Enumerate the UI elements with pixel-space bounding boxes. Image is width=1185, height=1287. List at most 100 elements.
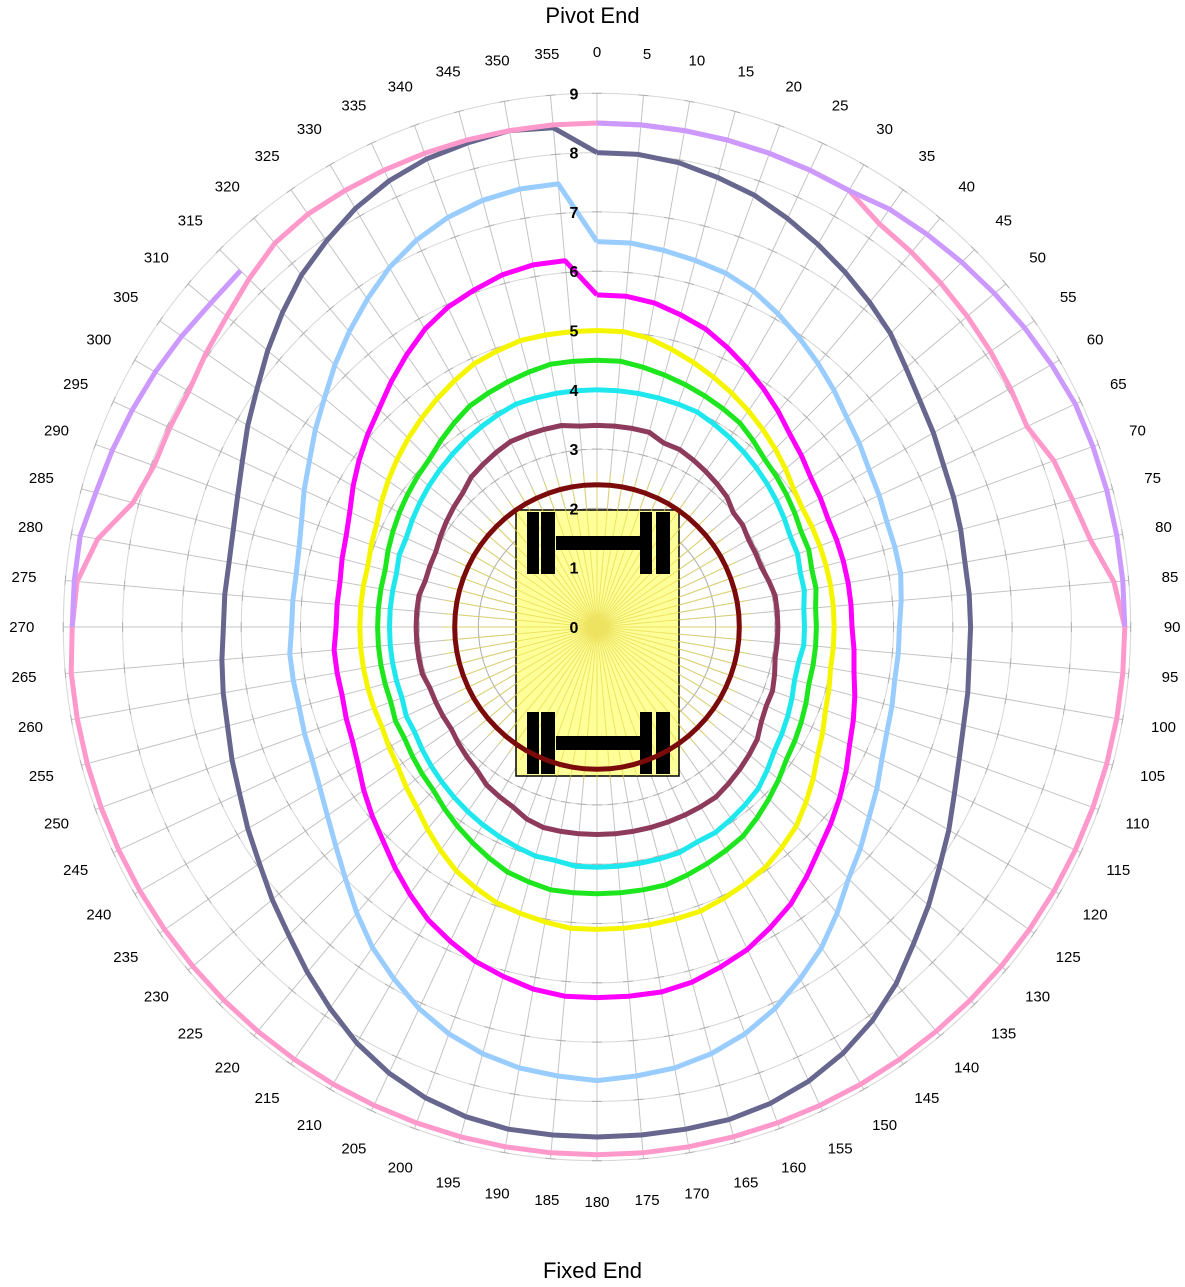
- grid-tick: [242, 591, 243, 601]
- grid-tick: [860, 162, 869, 167]
- grid-tick: [912, 356, 918, 364]
- grid-tick: [250, 215, 258, 221]
- grid-tick: [219, 447, 223, 456]
- grid-tick: [326, 306, 334, 312]
- grid-tick: [355, 284, 363, 290]
- grid-tick: [272, 773, 276, 782]
- angle-tick-label: 135: [991, 1026, 1016, 1043]
- grid-tick: [326, 748, 330, 757]
- grid-tick: [793, 195, 802, 199]
- grid-tick: [768, 249, 777, 253]
- grid-tick: [1079, 397, 1083, 406]
- grid-tick: [623, 981, 633, 982]
- grid-tick: [1005, 860, 1010, 869]
- grid-tick: [400, 487, 406, 495]
- grid-tick: [444, 881, 453, 886]
- angle-tick-label: 355: [534, 46, 559, 63]
- grid-tick: [957, 318, 963, 326]
- angle-tick-label: 270: [9, 619, 34, 636]
- grid-tick: [971, 798, 975, 807]
- grid-tick: [1010, 658, 1011, 668]
- grid-tick: [303, 419, 309, 427]
- angle-tick-label: 205: [341, 1140, 366, 1157]
- grid-tick: [818, 1109, 827, 1113]
- grid-tick: [385, 984, 394, 989]
- grid-tick: [743, 302, 752, 306]
- grid-tick: [132, 356, 137, 365]
- angle-tick-label: 175: [635, 1192, 660, 1209]
- grid-tick: [1025, 823, 1029, 832]
- angle-tick-label: 285: [29, 470, 54, 487]
- grid-tick: [851, 771, 856, 780]
- grid-tick: [250, 1033, 258, 1039]
- grid-tick: [355, 964, 363, 970]
- grid-tick: [983, 351, 989, 359]
- angle-tick-label: 145: [914, 1090, 939, 1107]
- grid-tick: [1128, 576, 1129, 586]
- grid-tick: [276, 356, 282, 364]
- grid-tick: [206, 895, 212, 903]
- grid-tick: [864, 748, 868, 757]
- grid-tick: [491, 478, 499, 484]
- grid-tick: [951, 653, 952, 663]
- grid-tick: [504, 470, 513, 475]
- grid-tick: [517, 786, 526, 790]
- angle-tick-label: 210: [297, 1117, 322, 1134]
- radius-tick-label: 9: [570, 86, 579, 103]
- grid-tick: [1031, 929, 1037, 937]
- grid-tick: [389, 916, 397, 922]
- angle-tick-label: 65: [1110, 376, 1127, 393]
- grid-tick: [286, 445, 291, 454]
- angle-tick-label: 110: [1126, 816, 1150, 833]
- grid-tick: [892, 648, 893, 658]
- angle-tick-label: 125: [1056, 949, 1081, 966]
- grid-tick: [415, 316, 424, 321]
- grid-tick: [851, 474, 856, 483]
- grid-tick: [936, 1033, 944, 1039]
- grid-tick: [321, 852, 327, 860]
- angle-tick-label: 25: [832, 98, 849, 115]
- angle-tick-label: 200: [388, 1160, 413, 1177]
- angle-tick-label: 150: [872, 1117, 897, 1134]
- angle-tick-label: 345: [436, 63, 461, 80]
- grid-tick: [551, 154, 561, 155]
- angle-tick-label: 260: [18, 719, 43, 736]
- grid-tick: [351, 793, 357, 801]
- radius-tick-label: 2: [570, 501, 579, 518]
- grid-tick: [423, 381, 431, 387]
- angle-tick-label: 230: [144, 989, 169, 1006]
- grid-tick: [326, 942, 334, 948]
- grid-tick: [561, 981, 571, 982]
- angle-tick-label: 50: [1029, 249, 1046, 266]
- angle-tick-label: 220: [215, 1060, 240, 1077]
- grid-tick: [708, 488, 716, 494]
- grid-tick: [934, 385, 940, 393]
- grid-tick: [1057, 356, 1062, 365]
- grid-tick: [682, 470, 691, 475]
- grid-tick: [551, 1099, 561, 1100]
- grid-tick: [886, 827, 892, 835]
- grid-tick: [184, 860, 189, 869]
- angle-tick-label: 20: [785, 79, 802, 96]
- grid-tick: [983, 895, 989, 903]
- grid-tick: [1079, 848, 1083, 857]
- grid-tick: [392, 195, 401, 199]
- radius-tick-label: 8: [570, 146, 579, 163]
- grid-tick: [457, 430, 465, 436]
- grid-tick: [132, 890, 137, 899]
- angle-tick-label: 305: [113, 289, 138, 306]
- angle-tick-label: 225: [178, 1026, 203, 1043]
- angle-tick-label: 290: [44, 422, 69, 439]
- angle-tick-label: 60: [1087, 331, 1104, 348]
- grid-tick: [1003, 966, 1009, 974]
- grid-tick: [1031, 317, 1037, 325]
- grid-tick: [65, 576, 66, 586]
- grid-tick: [860, 942, 868, 948]
- grid-tick: [951, 591, 952, 601]
- grid-tick: [954, 830, 959, 839]
- grid-tick: [1069, 663, 1070, 673]
- grid-tick: [837, 453, 843, 461]
- grid-tick: [272, 472, 276, 481]
- grid-tick: [219, 798, 223, 807]
- grid-tick: [546, 95, 556, 96]
